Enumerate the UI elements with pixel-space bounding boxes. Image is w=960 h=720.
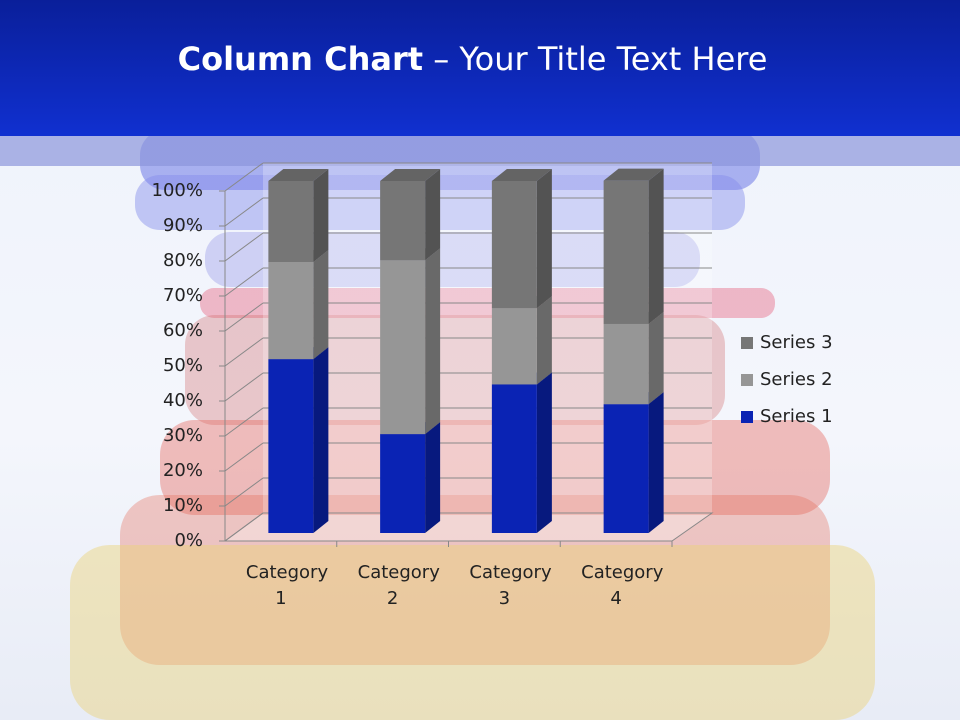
- legend-label: Series 2: [760, 369, 833, 390]
- legend-swatch: [741, 374, 753, 386]
- title-bold: Column Chart: [177, 40, 424, 78]
- y-tick-label: 80%: [163, 250, 203, 271]
- y-tick-label: 70%: [163, 285, 203, 306]
- y-tick-label: 40%: [163, 390, 203, 411]
- y-tick-label: 10%: [163, 495, 203, 516]
- x-tick-label: Category 2: [357, 562, 440, 609]
- header-strip: [0, 136, 960, 166]
- bar-side: [648, 392, 664, 533]
- bar-side: [648, 168, 664, 324]
- y-tick-label: 0%: [174, 530, 203, 551]
- legend-swatch: [741, 411, 753, 423]
- grid-line-side: [224, 442, 264, 472]
- grid-line-side: [224, 407, 264, 437]
- bar: [268, 181, 314, 262]
- grid-line-side: [224, 232, 264, 262]
- x-tick-label: Category 4: [581, 562, 664, 609]
- bar: [380, 181, 426, 261]
- y-tick-label: 60%: [163, 320, 203, 341]
- y-tick-label: 90%: [163, 215, 203, 236]
- bar-top: [491, 169, 552, 181]
- bar: [380, 434, 426, 533]
- bar-side: [536, 169, 552, 309]
- title-rest: – Your Title Text Here: [433, 40, 768, 78]
- bar: [603, 180, 649, 324]
- bar-side: [313, 347, 329, 533]
- header-band: [0, 0, 960, 136]
- grid-line-side: [224, 512, 264, 542]
- x-tick-label: Category 3: [469, 562, 552, 609]
- grid-line-side: [224, 267, 264, 297]
- y-tick-label: 50%: [163, 355, 203, 376]
- bar: [268, 359, 314, 533]
- bar: [491, 308, 537, 385]
- legend-label: Series 3: [760, 332, 833, 353]
- legend-swatch: [741, 337, 753, 349]
- bar-top: [603, 168, 664, 181]
- bar-side: [536, 372, 552, 533]
- bar-side: [425, 169, 441, 261]
- y-tick-label: 30%: [163, 425, 203, 446]
- bar: [380, 260, 426, 435]
- bar: [268, 261, 314, 360]
- slide-title: Column Chart – Your Title Text Here: [0, 40, 945, 78]
- grid-line-side: [224, 372, 264, 402]
- bar-side: [648, 311, 664, 405]
- legend-label: Series 1: [760, 406, 833, 427]
- bar-side: [313, 249, 329, 360]
- grid-line-side: [224, 302, 264, 332]
- bar: [603, 404, 649, 533]
- bar-top: [268, 169, 329, 181]
- bar-side: [536, 296, 552, 385]
- grid-line-side: [224, 197, 264, 227]
- bar-side: [425, 248, 441, 435]
- grid-line-side: [224, 477, 264, 507]
- bar: [603, 323, 649, 405]
- bar-top: [380, 169, 441, 181]
- grid-line-side: [224, 337, 264, 367]
- grid-line-side: [224, 162, 264, 192]
- y-tick-label: 100%: [152, 180, 203, 201]
- bar-side: [425, 422, 441, 533]
- bar-side: [313, 169, 329, 262]
- x-tick-label: Category 1: [245, 562, 329, 609]
- y-tick-label: 20%: [163, 460, 203, 481]
- bar: [491, 384, 537, 533]
- bar: [491, 181, 537, 309]
